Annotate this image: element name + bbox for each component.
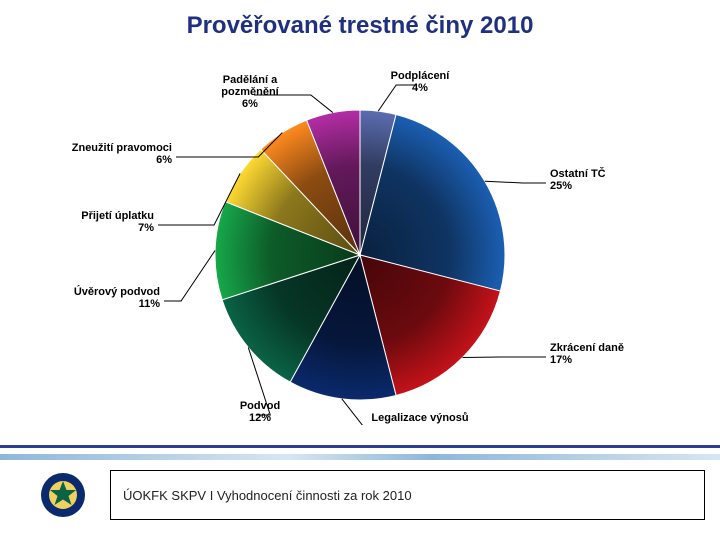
- leader-line: [164, 250, 215, 301]
- slice-label: Ostatní TČ25%: [550, 167, 606, 192]
- divider-gradient: [0, 454, 720, 460]
- slice-label: Zkrácení daně17%: [550, 342, 624, 366]
- police-logo: [40, 472, 86, 518]
- slice-label: Podplácení4%: [391, 70, 451, 94]
- footer-text: ÚOKFK SKPV I Vyhodnocení činnosti za rok…: [123, 488, 412, 503]
- slice-label: Zneužití pravomoci6%: [72, 142, 172, 166]
- divider-dark: [0, 445, 720, 448]
- slice-label: Legalizace výnosů12%: [371, 412, 468, 425]
- slice-label: Padělání apozměnění6%: [221, 74, 279, 110]
- slice-label: Úvěrový podvod11%: [74, 285, 160, 310]
- page-title: Prověřované trestné činy 2010: [0, 12, 720, 40]
- pie-svg: Podplácení4% Ostatní TČ25% Zkrácení daně17…: [70, 55, 650, 425]
- slice-label: Přijetí úplatku7%: [81, 210, 154, 234]
- slide: Prověřované trestné činy 2010 Podplácení…: [0, 0, 720, 540]
- footer-box: ÚOKFK SKPV I Vyhodnocení činnosti za rok…: [110, 470, 705, 520]
- leader-line: [378, 85, 416, 111]
- leader-line: [463, 357, 546, 358]
- slice-label: Podvod12%: [240, 400, 280, 424]
- pie-chart: Podplácení4% Ostatní TČ25% Zkrácení daně17…: [70, 55, 650, 425]
- leader-line: [485, 181, 546, 183]
